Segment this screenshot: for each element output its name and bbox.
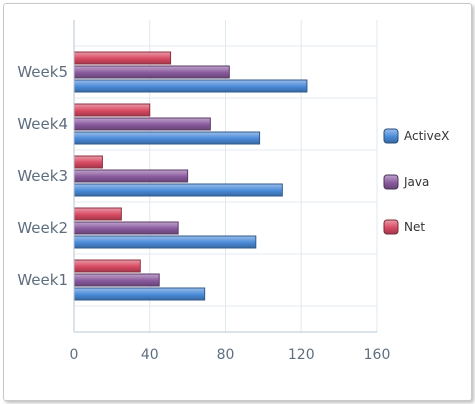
bar-java-week5 xyxy=(73,65,230,79)
x-tick-label: 40 xyxy=(141,347,159,363)
bar-activex-week2 xyxy=(73,235,257,249)
x-tick-label: 0 xyxy=(70,347,79,363)
tick-labels: 0 40 80 120 160 xyxy=(70,347,391,363)
bar-java-week4 xyxy=(73,117,211,131)
category-label: Week4 xyxy=(17,115,68,133)
bar-net-week4 xyxy=(73,103,151,117)
bar-java-week3 xyxy=(73,169,189,183)
category-label: Week1 xyxy=(17,271,68,289)
bar-net-week2 xyxy=(73,207,122,221)
category-label: Week3 xyxy=(17,167,68,185)
category-label: Week2 xyxy=(17,219,68,237)
bar-activex-week5 xyxy=(73,79,308,93)
x-tick-label: 160 xyxy=(364,347,391,363)
legend-swatch-net xyxy=(383,219,399,235)
bar-java-week2 xyxy=(73,221,179,235)
legend-label-java: Java xyxy=(403,175,429,189)
bar-activex-week4 xyxy=(73,131,261,145)
bar-net-week3 xyxy=(73,155,103,169)
axes xyxy=(73,20,377,333)
bar-net-week5 xyxy=(73,51,172,65)
legend-swatch-activex xyxy=(383,128,399,144)
bar-java-week1 xyxy=(73,273,160,287)
legend-label-activex: ActiveX xyxy=(404,129,449,143)
legend: ActiveX Java Net xyxy=(383,128,449,235)
x-tick-label: 80 xyxy=(217,347,235,363)
bar-activex-week1 xyxy=(73,287,206,301)
category-labels: Week1 Week2 Week3 Week4 Week5 xyxy=(17,63,68,289)
legend-label-net: Net xyxy=(404,220,425,234)
bar-net-week1 xyxy=(73,259,141,273)
legend-swatch-java xyxy=(383,174,399,190)
x-tick-label: 120 xyxy=(288,347,315,363)
bar-activex-week3 xyxy=(73,183,283,197)
category-label: Week5 xyxy=(17,63,68,81)
bars xyxy=(73,51,308,301)
